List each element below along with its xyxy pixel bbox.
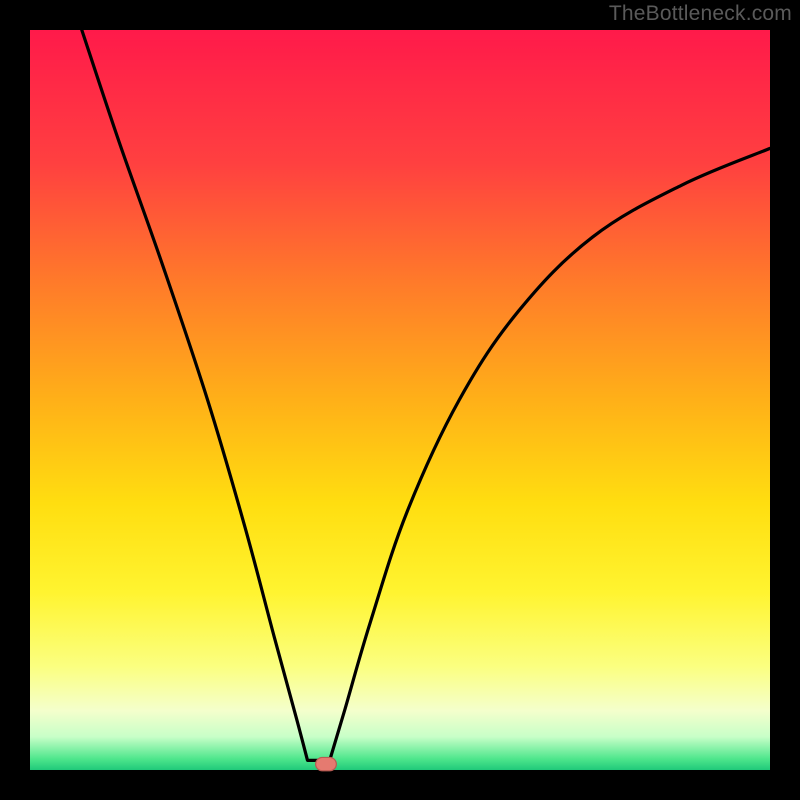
optimal-point-marker <box>316 757 337 770</box>
plot-background <box>30 30 770 770</box>
chart-container: TheBottleneck.com <box>0 0 800 800</box>
bottleneck-plot-svg <box>0 0 800 800</box>
watermark-text: TheBottleneck.com <box>609 2 792 26</box>
